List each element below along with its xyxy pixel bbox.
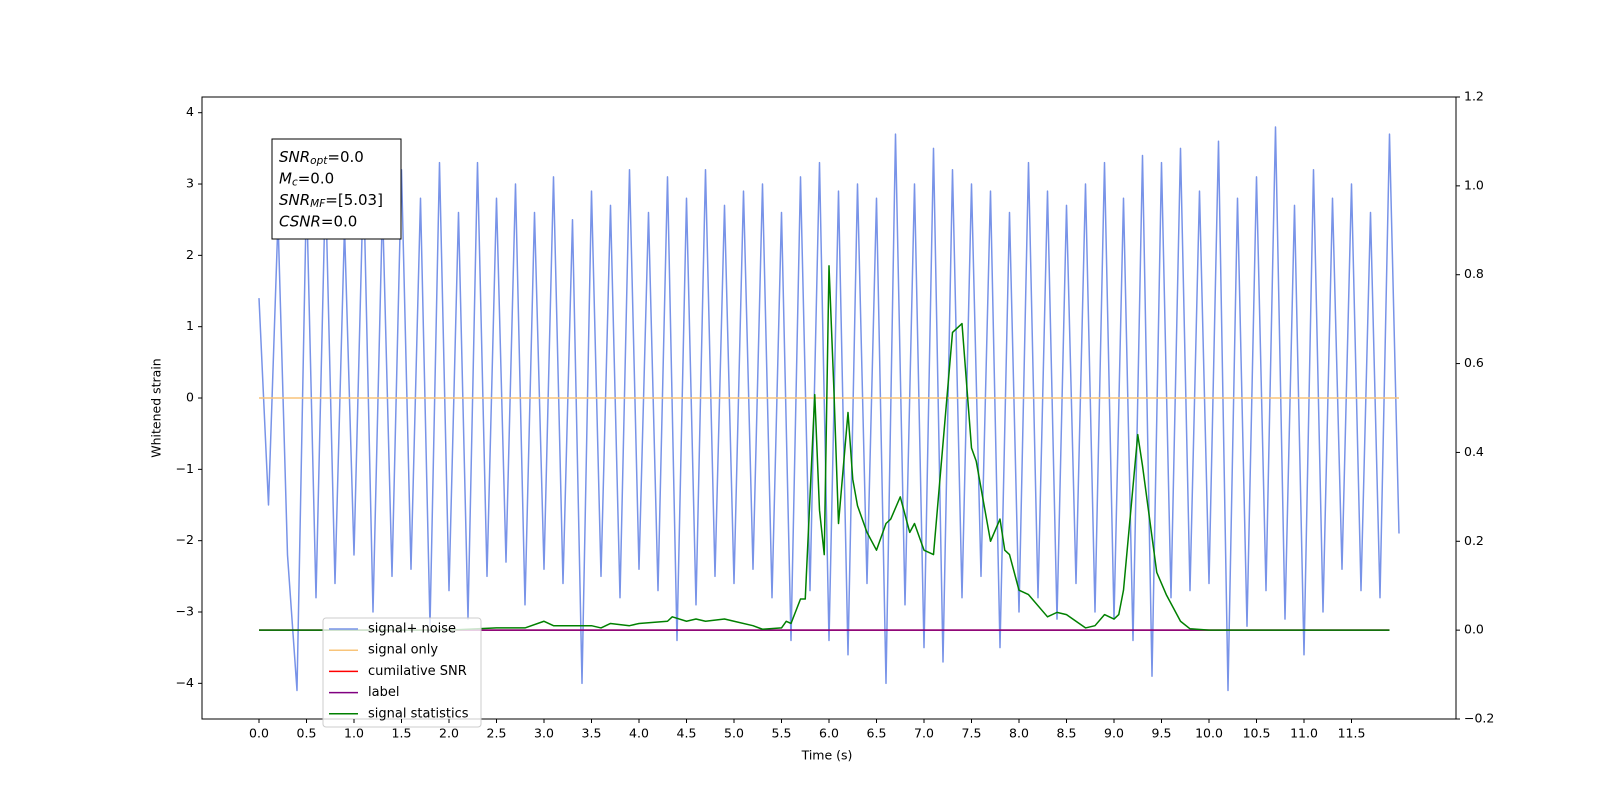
- x-tick-label: 10.0: [1195, 726, 1223, 741]
- x-tick-label: 9.5: [1152, 726, 1172, 741]
- annotation-value: =0.0: [298, 169, 334, 187]
- x-tick-label: 3.5: [582, 726, 602, 741]
- x-tick-label: 1.0: [344, 726, 364, 741]
- x-tick-label: 8.5: [1057, 726, 1077, 741]
- annotation-subscript: c: [292, 177, 298, 189]
- x-tick-label: 2.0: [439, 726, 459, 741]
- x-tick-label: 5.0: [724, 726, 744, 741]
- x-tick-label: 7.0: [914, 726, 934, 741]
- annotation-text: CSNR=0.0: [279, 212, 357, 230]
- y2-tick-label: −0.2: [1464, 711, 1494, 726]
- annotation-symbol: M: [279, 169, 292, 187]
- y2-tick-label: 1.0: [1464, 177, 1484, 192]
- x-tick-label: 11.0: [1290, 726, 1318, 741]
- y-tick-label: 3: [186, 176, 194, 191]
- y-tick-label: 1: [186, 318, 194, 333]
- legend-frame: [322, 617, 482, 728]
- x-tick-label: 4.0: [629, 726, 649, 741]
- y2-tick-label: 0.4: [1464, 444, 1484, 459]
- x-tick-label: 8.0: [1009, 726, 1029, 741]
- annotation-symbol: SNR: [279, 148, 310, 166]
- legend-label: signal only: [368, 643, 438, 658]
- y2-tick-label: 1.2: [1464, 89, 1484, 104]
- legend-label: cumilative SNR: [368, 664, 467, 679]
- annotation-symbol: CSNR: [279, 212, 321, 230]
- plot-area: [258, 126, 1400, 692]
- y-axis-label: Whitened strain: [149, 358, 164, 457]
- annotation-text: SNRopt=0.0: [279, 148, 364, 168]
- annotation-text: SNRMF=[5.03]: [279, 191, 383, 211]
- y2-tick-label: 0.0: [1464, 622, 1484, 637]
- x-tick-label: 4.5: [677, 726, 697, 741]
- y-tick-label: 4: [186, 104, 194, 119]
- y-tick-label: −1: [176, 461, 194, 476]
- y2-tick-label: 0.8: [1464, 266, 1484, 281]
- annotation-value: =[5.03]: [325, 191, 383, 209]
- x-tick-label: 3.0: [534, 726, 554, 741]
- legend-label: signal+ noise: [368, 622, 456, 637]
- x-axis-label: Time (s): [801, 748, 853, 763]
- x-tick-label: 10.5: [1243, 726, 1271, 741]
- legend: signal+ noise signal only cumilative SNR la…: [322, 617, 482, 728]
- x-tick-label: 7.5: [962, 726, 982, 741]
- annotation-frame: [271, 138, 402, 240]
- x-tick-label: 0.5: [297, 726, 317, 741]
- annotation-value: =0.0: [321, 212, 357, 230]
- x-tick-label: 0.0: [249, 726, 269, 741]
- x-tick-label: 1.5: [392, 726, 412, 741]
- annotation-subscript: opt: [310, 155, 328, 167]
- annotation-subscript: MF: [310, 198, 326, 210]
- annotation-text: Mc=0.0: [279, 169, 334, 189]
- y2-tick-label: 0.6: [1464, 355, 1484, 370]
- x-tick-label: 2.5: [487, 726, 507, 741]
- y-tick-label: −4: [176, 675, 194, 690]
- annotation-value: =0.0: [327, 148, 363, 166]
- legend-label: label: [368, 685, 399, 700]
- x-tick-label: 5.5: [772, 726, 792, 741]
- y-tick-label: 0: [186, 390, 194, 405]
- series-line: [259, 265, 1390, 631]
- y-tick-label: −3: [176, 604, 194, 619]
- legend-label: signal statistics: [368, 706, 469, 721]
- x-tick-label: 6.5: [867, 726, 887, 741]
- y-tick-label: −2: [176, 532, 194, 547]
- x-tick-label: 11.5: [1338, 726, 1366, 741]
- x-tick-label: 9.0: [1104, 726, 1124, 741]
- y2-tick-label: 0.2: [1464, 533, 1484, 548]
- annotation-symbol: SNR: [279, 191, 310, 209]
- x-tick-label: 6.0: [819, 726, 839, 741]
- y-tick-label: 2: [186, 247, 194, 262]
- series-line: [258, 126, 1400, 692]
